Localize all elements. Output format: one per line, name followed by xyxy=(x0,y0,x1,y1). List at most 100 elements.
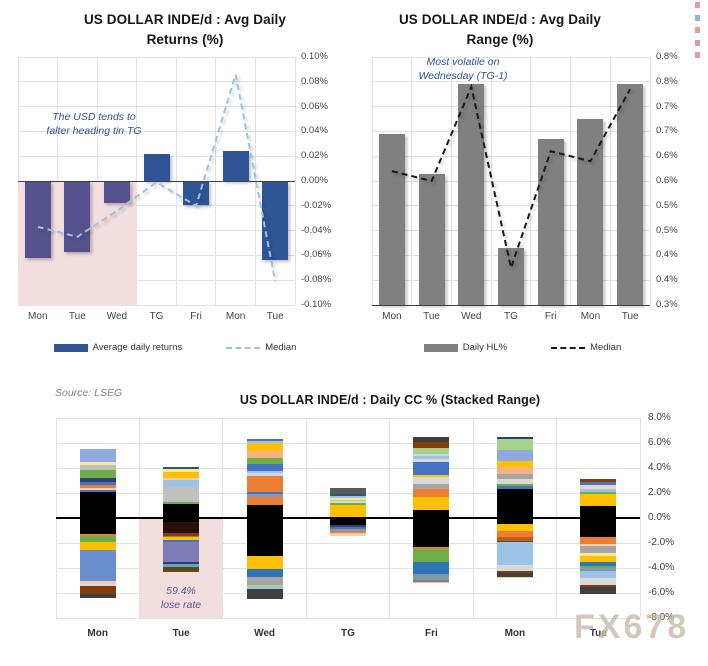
y-axis-label: 0.6% xyxy=(656,150,678,162)
stacked-segment xyxy=(496,449,533,461)
stacked-segment xyxy=(496,479,533,485)
data-bar xyxy=(577,119,604,305)
median-polyline xyxy=(391,83,631,272)
stacked-segment xyxy=(163,533,200,536)
x-axis-label: Tue xyxy=(423,311,440,322)
stacked-segment xyxy=(246,589,283,600)
stacked-segment xyxy=(580,587,617,595)
stacked-segment xyxy=(413,453,450,457)
median-line xyxy=(391,83,631,272)
returns-annotation: The USD tends to falter heading tin TG xyxy=(46,111,142,137)
stacked-segment xyxy=(246,473,283,477)
gridline-v xyxy=(490,57,492,305)
y-axis-label: 0.0% xyxy=(648,512,671,523)
fx678-watermark: FX678 xyxy=(574,608,690,646)
stacked-segment xyxy=(163,521,200,533)
gridline-h xyxy=(18,254,295,256)
data-bar xyxy=(498,247,524,305)
x-axis-label: TG xyxy=(504,311,518,322)
stacked-segment xyxy=(79,449,116,463)
y-axis-label: 0.6% xyxy=(656,175,678,186)
stacked-segment xyxy=(496,571,533,573)
stacked-segment xyxy=(163,478,200,481)
data-bar xyxy=(617,84,644,305)
stacked-segment xyxy=(413,442,450,448)
stacked-segment xyxy=(413,496,450,510)
legend-label: Daily HL% xyxy=(462,342,508,353)
x-axis-label: Wed xyxy=(254,628,276,639)
stacked-segment xyxy=(330,524,366,527)
gridline-h xyxy=(56,592,640,594)
y-axis-label: 4.0% xyxy=(648,462,671,473)
stacked-segment xyxy=(413,547,450,550)
y-axis-label: -0.08% xyxy=(301,274,332,286)
x-axis-label: Tue xyxy=(172,628,190,639)
stacked-segment xyxy=(79,584,116,587)
stacked-segment xyxy=(580,506,617,518)
y-axis-label: 8.0% xyxy=(648,412,671,423)
y-axis-label: -2.0% xyxy=(648,537,675,548)
gridline-v xyxy=(609,57,611,305)
x-axis-label: Fri xyxy=(190,311,202,322)
stacked-segment xyxy=(246,504,283,518)
y-axis-label: -8.0% xyxy=(648,612,675,623)
gridline-h xyxy=(372,230,650,232)
gridline-h xyxy=(18,130,295,132)
stacked-segment xyxy=(580,555,617,562)
lose-rate-annotation: 59.4% lose rate xyxy=(160,585,202,611)
gridline-v xyxy=(530,57,532,305)
y-axis-label: 2.0% xyxy=(648,487,671,498)
legend-dash-swatch xyxy=(551,346,586,349)
stacked-segment xyxy=(330,499,366,502)
stacked-segment xyxy=(79,477,116,483)
stacked-segment xyxy=(163,518,200,522)
gridline-h xyxy=(372,130,650,132)
gridline-v xyxy=(639,418,641,618)
stacked-segment xyxy=(496,439,533,450)
x-axis-label: Fri xyxy=(544,311,557,322)
legend-item: Average daily returns xyxy=(53,342,183,353)
y-axis-label: 0.04% xyxy=(301,125,328,137)
stacked-segment xyxy=(413,549,450,563)
stacked-segment xyxy=(413,489,450,497)
stacked-segment xyxy=(580,546,617,553)
stacked-segment xyxy=(79,549,116,582)
range-chart-plot xyxy=(371,56,651,306)
stacked-segment xyxy=(413,518,450,548)
stacked-segment xyxy=(330,503,366,505)
y-axis-label: 0.7% xyxy=(656,125,678,137)
stacked-segment xyxy=(580,578,617,585)
data-bar xyxy=(537,138,564,305)
stacked-segment xyxy=(246,556,283,570)
source-label: Source: LSEG xyxy=(55,387,123,399)
stacked-segment xyxy=(79,533,116,537)
stacked-segment xyxy=(580,570,617,578)
stacked-segment xyxy=(496,473,533,480)
gridline-h xyxy=(18,230,295,232)
stacked-segment xyxy=(496,576,533,578)
stacked-segment xyxy=(330,531,366,533)
x-axis-label: Tue xyxy=(589,628,607,639)
returns-chart-plot xyxy=(17,56,296,306)
data-bar xyxy=(418,173,445,305)
gridline-h xyxy=(56,467,640,469)
y-axis-label: 0.4% xyxy=(656,249,678,261)
stacked-segment xyxy=(580,481,617,485)
gridline-h xyxy=(372,81,650,83)
legend-label: Average daily returns xyxy=(92,342,183,353)
stacked-segment xyxy=(580,479,617,482)
gridline-h xyxy=(372,106,650,108)
stacked-segment xyxy=(246,569,283,577)
x-axis-label: Mon xyxy=(225,311,246,322)
stacked-segment xyxy=(496,488,533,518)
stacked-segment xyxy=(413,437,450,443)
stacked-segment xyxy=(496,436,533,440)
stacked-segment xyxy=(163,566,200,570)
stacked-segment xyxy=(496,484,533,487)
gridline-v xyxy=(371,57,373,305)
y-axis-label: -0.02% xyxy=(301,199,332,211)
stacked-segment xyxy=(580,489,617,493)
edge-watermark-mark xyxy=(695,14,700,21)
stacked-segment xyxy=(580,494,617,507)
stacked-segment xyxy=(79,586,116,594)
